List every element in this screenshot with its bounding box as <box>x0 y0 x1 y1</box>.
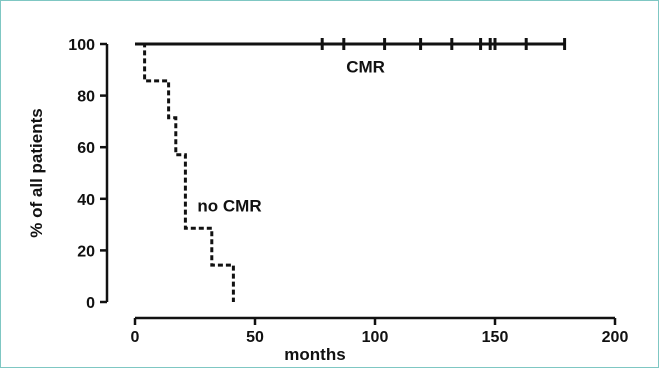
x-tick-label: 150 <box>482 329 509 346</box>
annotation-layer: CMR no CMR <box>197 57 385 215</box>
x-axis-title: months <box>284 345 345 364</box>
y-tick-label: 60 <box>77 140 95 157</box>
series-layer <box>135 38 567 302</box>
x-tick-label: 200 <box>602 329 629 346</box>
x-tick-label: 100 <box>362 329 389 346</box>
y-axis: 0 20 40 60 80 100 <box>68 37 109 312</box>
series-label: CMR <box>346 57 385 76</box>
x-axis: 0 50 100 150 200 <box>131 316 629 346</box>
y-tick-label: 0 <box>86 295 95 312</box>
series-label: no CMR <box>197 197 261 216</box>
x-tick-label: 0 <box>131 329 140 346</box>
y-tick-label: 80 <box>77 89 95 106</box>
y-tick-label: 100 <box>68 37 95 54</box>
x-tick-label: 50 <box>246 329 264 346</box>
y-tick-label: 20 <box>77 243 95 260</box>
y-axis-title: % of all patients <box>27 108 46 237</box>
series-line-no-cmr <box>135 42 235 302</box>
y-tick-label: 40 <box>77 192 95 209</box>
